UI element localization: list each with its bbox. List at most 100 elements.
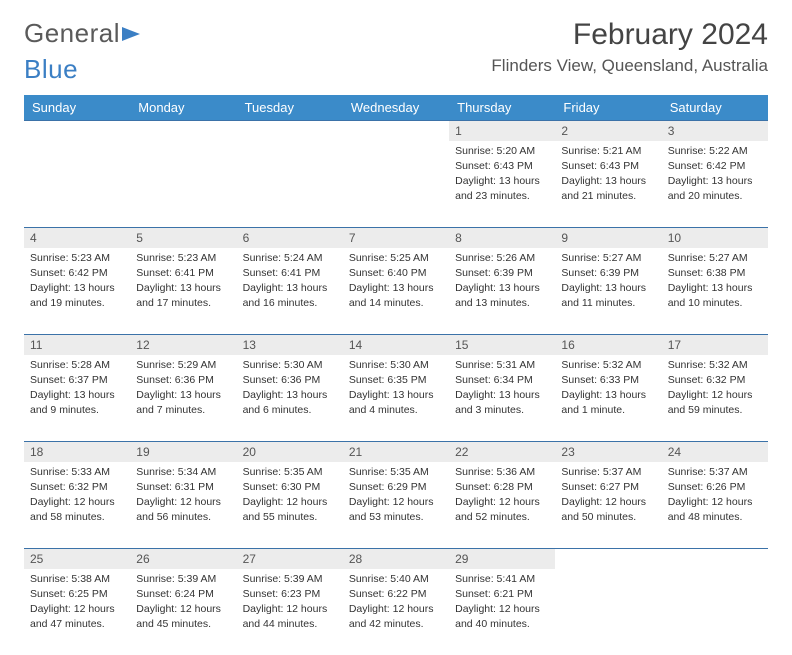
logo-text-blue: Blue bbox=[24, 54, 78, 85]
day-number: 23 bbox=[555, 441, 661, 462]
day-details: Sunrise: 5:23 AMSunset: 6:42 PMDaylight:… bbox=[24, 248, 130, 317]
day-number: 29 bbox=[449, 548, 555, 569]
weekday-header: Saturday bbox=[662, 95, 768, 120]
day-number: 22 bbox=[449, 441, 555, 462]
sunset-line: Sunset: 6:31 PM bbox=[136, 480, 230, 494]
logo: General bbox=[24, 18, 140, 49]
sunrise-line: Sunrise: 5:28 AM bbox=[30, 358, 124, 372]
day-cell: Sunrise: 5:21 AMSunset: 6:43 PMDaylight:… bbox=[555, 141, 661, 227]
day-details: Sunrise: 5:39 AMSunset: 6:24 PMDaylight:… bbox=[130, 569, 236, 638]
sunrise-line: Sunrise: 5:30 AM bbox=[243, 358, 337, 372]
daylight-line: Daylight: 13 hours and 4 minutes. bbox=[349, 388, 443, 416]
daylight-line: Daylight: 12 hours and 44 minutes. bbox=[243, 602, 337, 630]
daylight-line: Daylight: 12 hours and 59 minutes. bbox=[668, 388, 762, 416]
title-block: February 2024 Flinders View, Queensland,… bbox=[491, 18, 768, 76]
day-empty bbox=[555, 548, 661, 569]
sunrise-line: Sunrise: 5:24 AM bbox=[243, 251, 337, 265]
day-details: Sunrise: 5:35 AMSunset: 6:30 PMDaylight:… bbox=[237, 462, 343, 531]
week-daynum-row: 45678910 bbox=[24, 227, 768, 248]
daylight-line: Daylight: 13 hours and 6 minutes. bbox=[243, 388, 337, 416]
sunset-line: Sunset: 6:38 PM bbox=[668, 266, 762, 280]
sunrise-line: Sunrise: 5:38 AM bbox=[30, 572, 124, 586]
day-details: Sunrise: 5:35 AMSunset: 6:29 PMDaylight:… bbox=[343, 462, 449, 531]
day-cell: Sunrise: 5:36 AMSunset: 6:28 PMDaylight:… bbox=[449, 462, 555, 548]
daylight-line: Daylight: 13 hours and 16 minutes. bbox=[243, 281, 337, 309]
week-body-row: Sunrise: 5:38 AMSunset: 6:25 PMDaylight:… bbox=[24, 569, 768, 655]
day-cell: Sunrise: 5:39 AMSunset: 6:23 PMDaylight:… bbox=[237, 569, 343, 655]
sunrise-line: Sunrise: 5:21 AM bbox=[561, 144, 655, 158]
sunset-line: Sunset: 6:25 PM bbox=[30, 587, 124, 601]
day-cell: Sunrise: 5:32 AMSunset: 6:32 PMDaylight:… bbox=[662, 355, 768, 441]
day-cell: Sunrise: 5:20 AMSunset: 6:43 PMDaylight:… bbox=[449, 141, 555, 227]
daylight-line: Daylight: 13 hours and 7 minutes. bbox=[136, 388, 230, 416]
day-number: 12 bbox=[130, 334, 236, 355]
daylight-line: Daylight: 13 hours and 11 minutes. bbox=[561, 281, 655, 309]
day-number: 17 bbox=[662, 334, 768, 355]
sunset-line: Sunset: 6:23 PM bbox=[243, 587, 337, 601]
day-cell: Sunrise: 5:32 AMSunset: 6:33 PMDaylight:… bbox=[555, 355, 661, 441]
day-cell: Sunrise: 5:40 AMSunset: 6:22 PMDaylight:… bbox=[343, 569, 449, 655]
sunset-line: Sunset: 6:42 PM bbox=[30, 266, 124, 280]
day-details: Sunrise: 5:40 AMSunset: 6:22 PMDaylight:… bbox=[343, 569, 449, 638]
daylight-line: Daylight: 13 hours and 19 minutes. bbox=[30, 281, 124, 309]
day-details: Sunrise: 5:23 AMSunset: 6:41 PMDaylight:… bbox=[130, 248, 236, 317]
day-details: Sunrise: 5:27 AMSunset: 6:39 PMDaylight:… bbox=[555, 248, 661, 317]
day-number: 27 bbox=[237, 548, 343, 569]
sunset-line: Sunset: 6:42 PM bbox=[668, 159, 762, 173]
month-title: February 2024 bbox=[491, 18, 768, 52]
location: Flinders View, Queensland, Australia bbox=[491, 56, 768, 76]
sunrise-line: Sunrise: 5:35 AM bbox=[243, 465, 337, 479]
daylight-line: Daylight: 13 hours and 21 minutes. bbox=[561, 174, 655, 202]
daylight-line: Daylight: 13 hours and 3 minutes. bbox=[455, 388, 549, 416]
day-details: Sunrise: 5:24 AMSunset: 6:41 PMDaylight:… bbox=[237, 248, 343, 317]
day-details: Sunrise: 5:36 AMSunset: 6:28 PMDaylight:… bbox=[449, 462, 555, 531]
day-details: Sunrise: 5:30 AMSunset: 6:35 PMDaylight:… bbox=[343, 355, 449, 424]
sunset-line: Sunset: 6:30 PM bbox=[243, 480, 337, 494]
day-cell bbox=[130, 141, 236, 227]
triangle-icon bbox=[122, 27, 140, 41]
sunrise-line: Sunrise: 5:33 AM bbox=[30, 465, 124, 479]
daylight-line: Daylight: 13 hours and 17 minutes. bbox=[136, 281, 230, 309]
sunrise-line: Sunrise: 5:27 AM bbox=[668, 251, 762, 265]
sunset-line: Sunset: 6:36 PM bbox=[136, 373, 230, 387]
day-cell: Sunrise: 5:25 AMSunset: 6:40 PMDaylight:… bbox=[343, 248, 449, 334]
day-number: 14 bbox=[343, 334, 449, 355]
day-empty bbox=[237, 120, 343, 141]
day-number: 2 bbox=[555, 120, 661, 141]
sunrise-line: Sunrise: 5:39 AM bbox=[243, 572, 337, 586]
day-cell: Sunrise: 5:35 AMSunset: 6:29 PMDaylight:… bbox=[343, 462, 449, 548]
day-details: Sunrise: 5:25 AMSunset: 6:40 PMDaylight:… bbox=[343, 248, 449, 317]
day-cell: Sunrise: 5:34 AMSunset: 6:31 PMDaylight:… bbox=[130, 462, 236, 548]
day-empty bbox=[343, 120, 449, 141]
week-daynum-row: 123 bbox=[24, 120, 768, 141]
day-details: Sunrise: 5:32 AMSunset: 6:32 PMDaylight:… bbox=[662, 355, 768, 424]
day-number: 5 bbox=[130, 227, 236, 248]
sunset-line: Sunset: 6:22 PM bbox=[349, 587, 443, 601]
daylight-line: Daylight: 12 hours and 55 minutes. bbox=[243, 495, 337, 523]
sunrise-line: Sunrise: 5:41 AM bbox=[455, 572, 549, 586]
weekday-header: Sunday bbox=[24, 95, 130, 120]
calendar-table: SundayMondayTuesdayWednesdayThursdayFrid… bbox=[24, 95, 768, 655]
weekday-header: Thursday bbox=[449, 95, 555, 120]
day-empty bbox=[24, 120, 130, 141]
sunset-line: Sunset: 6:29 PM bbox=[349, 480, 443, 494]
day-details: Sunrise: 5:32 AMSunset: 6:33 PMDaylight:… bbox=[555, 355, 661, 424]
daylight-line: Daylight: 13 hours and 13 minutes. bbox=[455, 281, 549, 309]
daylight-line: Daylight: 12 hours and 47 minutes. bbox=[30, 602, 124, 630]
day-number: 10 bbox=[662, 227, 768, 248]
daylight-line: Daylight: 12 hours and 52 minutes. bbox=[455, 495, 549, 523]
day-cell: Sunrise: 5:22 AMSunset: 6:42 PMDaylight:… bbox=[662, 141, 768, 227]
week-body-row: Sunrise: 5:23 AMSunset: 6:42 PMDaylight:… bbox=[24, 248, 768, 334]
weekday-header: Tuesday bbox=[237, 95, 343, 120]
daylight-line: Daylight: 13 hours and 9 minutes. bbox=[30, 388, 124, 416]
weekday-header: Wednesday bbox=[343, 95, 449, 120]
day-cell: Sunrise: 5:26 AMSunset: 6:39 PMDaylight:… bbox=[449, 248, 555, 334]
sunrise-line: Sunrise: 5:23 AM bbox=[30, 251, 124, 265]
day-cell: Sunrise: 5:39 AMSunset: 6:24 PMDaylight:… bbox=[130, 569, 236, 655]
day-cell: Sunrise: 5:38 AMSunset: 6:25 PMDaylight:… bbox=[24, 569, 130, 655]
sunrise-line: Sunrise: 5:26 AM bbox=[455, 251, 549, 265]
sunset-line: Sunset: 6:24 PM bbox=[136, 587, 230, 601]
sunrise-line: Sunrise: 5:23 AM bbox=[136, 251, 230, 265]
daylight-line: Daylight: 12 hours and 50 minutes. bbox=[561, 495, 655, 523]
logo-text-gray: General bbox=[24, 18, 120, 49]
